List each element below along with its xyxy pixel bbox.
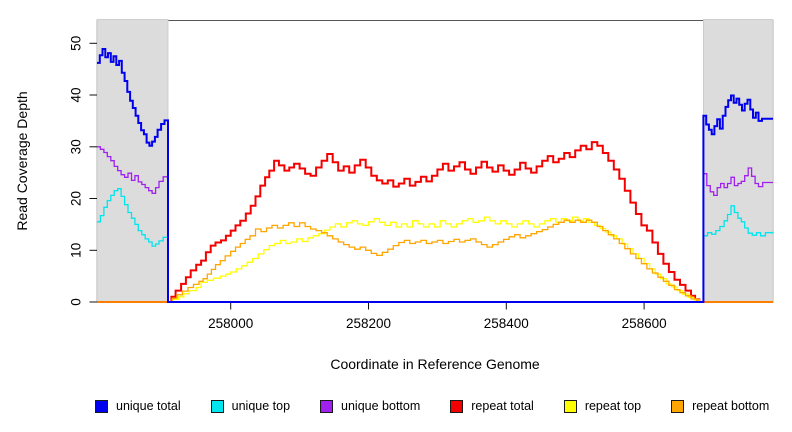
plot-frame <box>96 20 774 303</box>
legend-label: unique top <box>231 399 291 413</box>
series-line-unique-bottom <box>97 146 773 303</box>
x-tick-label: 258200 <box>346 316 391 331</box>
y-tick-label: 30 <box>69 139 84 154</box>
y-tick-label: 0 <box>69 298 84 306</box>
shaded-region-left <box>96 19 169 303</box>
x-tick-label: 258400 <box>484 316 529 331</box>
legend-item-unique-total: unique total <box>95 399 181 413</box>
legend-swatch-icon <box>450 399 464 413</box>
shaded-region-right <box>703 19 774 303</box>
series-line-repeat-bottom <box>97 219 773 303</box>
x-tick-label: 258600 <box>622 316 667 331</box>
legend-swatch-icon <box>563 399 577 413</box>
legend-item-repeat-bottom: repeat bottom <box>671 399 769 413</box>
legend-item-unique-bottom: unique bottom <box>320 399 420 413</box>
y-tick-label: 20 <box>69 191 84 206</box>
y-tick-label: 50 <box>69 36 84 51</box>
legend-swatch-icon <box>95 399 108 413</box>
legend-swatch-icon <box>320 399 334 413</box>
y-tick-label: 40 <box>69 87 84 102</box>
x-tick-label: 258000 <box>208 316 253 331</box>
legend-swatch-icon <box>671 399 685 413</box>
series-line-repeat-total <box>97 141 773 303</box>
y-axis-title: Read Coverage Depth <box>14 91 30 230</box>
legend-label: unique total <box>116 399 181 413</box>
chart-legend: unique total unique top unique bottom repea… <box>95 399 769 413</box>
legend-item-repeat-top: repeat top <box>563 399 642 413</box>
series-line-unique-total <box>97 48 773 303</box>
y-tick-label: 10 <box>69 243 84 258</box>
legend-item-repeat-total: repeat total <box>450 399 534 413</box>
legend-label: repeat top <box>584 399 642 413</box>
x-axis-title: Coordinate in Reference Genome <box>330 356 540 372</box>
plot-area: 258000 258200 258400 258600 0 10 20 30 40 50 Coord… <box>14 19 774 372</box>
legend-label: unique bottom <box>341 399 421 413</box>
legend-label: repeat bottom <box>692 399 770 413</box>
series-line-repeat-top <box>97 216 773 303</box>
legend-swatch-icon <box>210 399 224 413</box>
series-line-unique-top <box>97 188 774 303</box>
legend-item-unique-top: unique top <box>210 399 291 413</box>
legend-label: repeat total <box>471 399 534 413</box>
